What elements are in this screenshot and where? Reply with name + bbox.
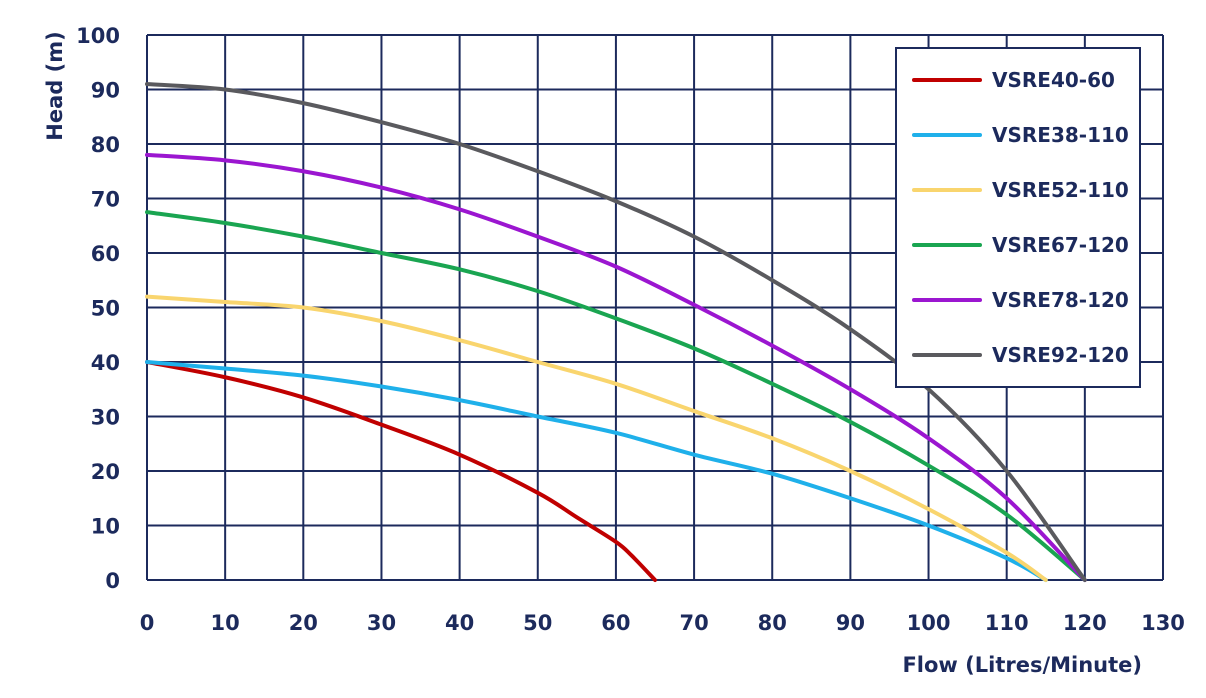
x-tick-label: 40 (445, 611, 474, 635)
x-tick-label: 60 (601, 611, 630, 635)
y-tick-label: 20 (91, 460, 120, 484)
y-tick-label: 90 (91, 79, 120, 103)
y-tick-label: 50 (91, 297, 120, 321)
legend: VSRE40-60 VSRE38-110 VSRE52-110 VSRE67-120 V… (895, 47, 1141, 388)
y-tick-label: 10 (91, 515, 120, 539)
y-tick-label: 0 (105, 569, 120, 593)
y-tick-label: 30 (91, 406, 120, 430)
x-tick-label: 80 (758, 611, 787, 635)
y-tick-label: 80 (91, 133, 120, 157)
x-tick-label: 100 (907, 611, 951, 635)
legend-label: VSRE52-110 (992, 178, 1129, 202)
legend-label: VSRE40-60 (992, 68, 1115, 92)
x-tick-label: 20 (289, 611, 318, 635)
x-tick-label: 30 (367, 611, 396, 635)
x-tick-label: 70 (679, 611, 708, 635)
x-tick-label: 110 (985, 611, 1029, 635)
y-tick-label: 60 (91, 242, 120, 266)
y-tick-label: 100 (76, 24, 120, 48)
y-tick-label: 40 (91, 351, 120, 375)
legend-label: VSRE78-120 (992, 288, 1129, 312)
series-line-vsre38-110 (145, 360, 1048, 582)
legend-label: VSRE38-110 (992, 123, 1129, 147)
series-line-vsre52-110 (145, 294, 1048, 582)
legend-label: VSRE67-120 (992, 233, 1129, 257)
legend-label: VSRE92-120 (992, 343, 1129, 367)
legend-box (895, 47, 1141, 388)
series-lines (145, 82, 1087, 582)
x-tick-label: 130 (1141, 611, 1185, 635)
x-tick-label: 90 (836, 611, 865, 635)
tick-labels: 0 10 20 30 40 50 60 70 80 90 100 110 120 130 0 10 20 30 40… (76, 24, 1185, 635)
x-tick-label: 120 (1063, 611, 1107, 635)
series-line-vsre78-120 (145, 152, 1087, 582)
x-axis-title: Flow (Litres/Minute) (902, 653, 1142, 677)
x-tick-label: 0 (140, 611, 155, 635)
series-line-vsre40-60 (145, 360, 657, 582)
x-tick-label: 50 (523, 611, 552, 635)
x-tick-label: 10 (211, 611, 240, 635)
series-line-vsre67-120 (145, 210, 1087, 582)
series-line-vsre92-120 (145, 82, 1087, 582)
y-tick-label: 70 (91, 188, 120, 212)
y-axis-title: Head (m) (43, 31, 67, 140)
